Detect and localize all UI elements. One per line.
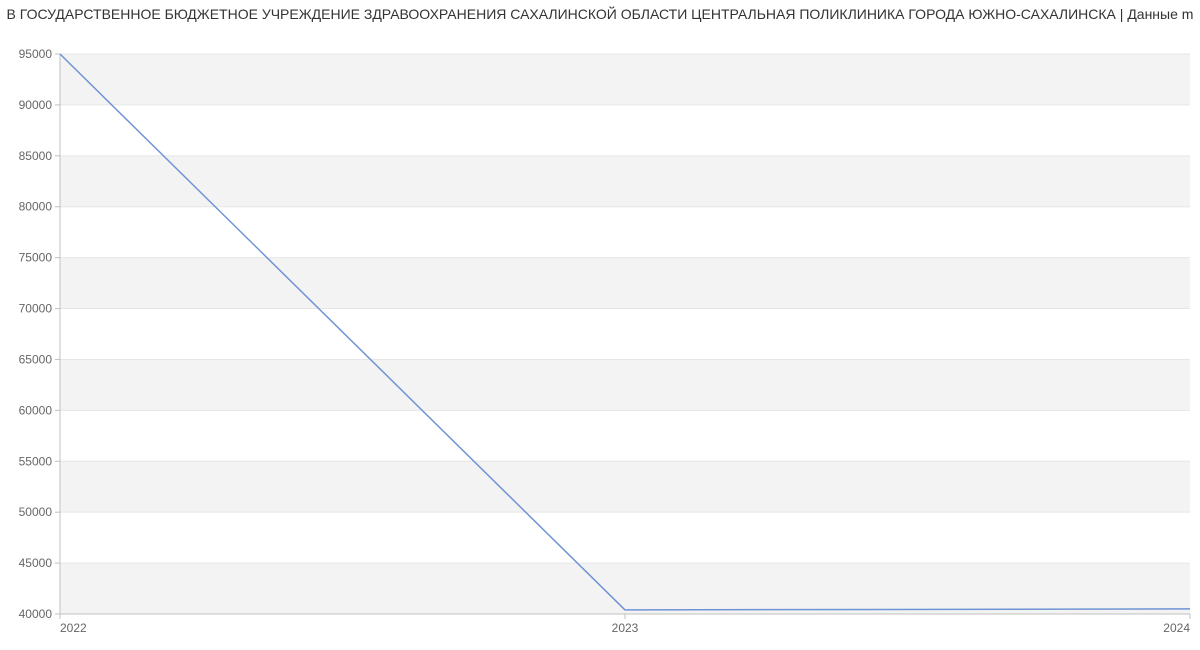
y-tick-label: 85000	[19, 149, 53, 163]
x-tick-label: 2022	[60, 621, 87, 635]
y-tick-label: 70000	[19, 302, 53, 316]
y-tick-label: 55000	[19, 454, 53, 468]
grid-band	[60, 563, 1190, 614]
grid-band	[60, 512, 1190, 563]
line-chart: 40000 45000 50000 55000 60000 65000 70000 75000…	[0, 24, 1200, 644]
y-tick-label: 90000	[19, 98, 53, 112]
grid-band	[60, 410, 1190, 461]
y-tick-label: 40000	[19, 607, 53, 621]
y-tick-label: 50000	[19, 505, 53, 519]
grid-band	[60, 359, 1190, 410]
grid-band	[60, 105, 1190, 156]
y-tick-label: 75000	[19, 251, 53, 265]
grid-band	[60, 156, 1190, 207]
y-tick-label: 45000	[19, 556, 53, 570]
grid-band	[60, 207, 1190, 258]
grid-band	[60, 461, 1190, 512]
x-tick-label: 2024	[1163, 621, 1190, 635]
y-tick-label: 95000	[19, 47, 53, 61]
y-tick-label: 80000	[19, 200, 53, 214]
grid-band	[60, 258, 1190, 309]
grid-band	[60, 54, 1190, 105]
y-tick-label: 65000	[19, 352, 53, 366]
chart-container: 40000 45000 50000 55000 60000 65000 70000 75000…	[0, 24, 1200, 644]
chart-title: В ГОСУДАРСТВЕННОЕ БЮДЖЕТНОЕ УЧРЕЖДЕНИЕ З…	[0, 0, 1200, 24]
grid-band	[60, 309, 1190, 360]
x-tick-label: 2023	[612, 621, 639, 635]
y-tick-label: 60000	[19, 403, 53, 417]
